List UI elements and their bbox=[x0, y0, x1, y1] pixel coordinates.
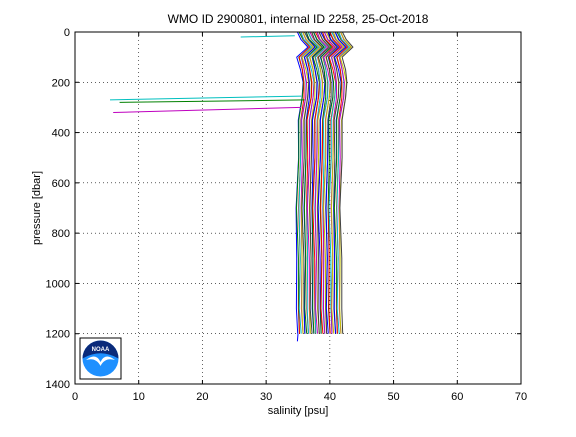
profile-traces bbox=[109, 31, 354, 342]
logo-text: NOAA bbox=[92, 347, 110, 353]
x-tick-label: 30 bbox=[260, 391, 272, 403]
y-tick-labels: 0 200 400 600 800 1000 1200 1400 bbox=[46, 27, 70, 391]
x-tick-label: 50 bbox=[387, 391, 399, 403]
y-tick-label: 0 bbox=[64, 27, 70, 39]
y-tick-label: 1400 bbox=[46, 379, 70, 391]
y-tick-label: 200 bbox=[52, 77, 70, 89]
axis-ticks bbox=[74, 31, 522, 385]
y-axis-label: pressure [dbar] bbox=[31, 171, 43, 245]
logo-seagull-icon bbox=[86, 356, 115, 366]
y-tick-label: 1000 bbox=[46, 278, 70, 290]
profile-line bbox=[339, 31, 354, 334]
x-tick-label: 20 bbox=[196, 391, 208, 403]
y-tick-label: 600 bbox=[52, 178, 70, 190]
plot-frame bbox=[74, 31, 522, 385]
y-tick-label: 400 bbox=[52, 128, 70, 140]
x-tick-labels: 0 10 20 30 40 50 60 70 bbox=[72, 391, 527, 403]
x-axis-label: salinity [psu] bbox=[268, 405, 329, 417]
x-tick-label: 60 bbox=[451, 391, 463, 403]
y-tick-label: 800 bbox=[52, 228, 70, 240]
y-tick-label: 1200 bbox=[46, 329, 70, 341]
x-tick-label: 10 bbox=[133, 391, 145, 403]
outlier-line bbox=[109, 95, 302, 101]
outlier-line bbox=[113, 106, 302, 113]
outlier-line bbox=[296, 333, 299, 342]
logo-top-arc bbox=[82, 340, 119, 359]
plot-area bbox=[75, 32, 521, 384]
x-tick-label: 70 bbox=[515, 391, 527, 403]
grid bbox=[75, 32, 521, 384]
noaa-logo: NOAA bbox=[79, 337, 122, 380]
outlier-line bbox=[240, 35, 295, 38]
x-tick-label: 0 bbox=[72, 391, 78, 403]
x-tick-label: 40 bbox=[324, 391, 336, 403]
chart-title: WMO ID 2900801, internal ID 2258, 25-Oct… bbox=[168, 12, 429, 26]
outlier-line bbox=[119, 99, 305, 103]
